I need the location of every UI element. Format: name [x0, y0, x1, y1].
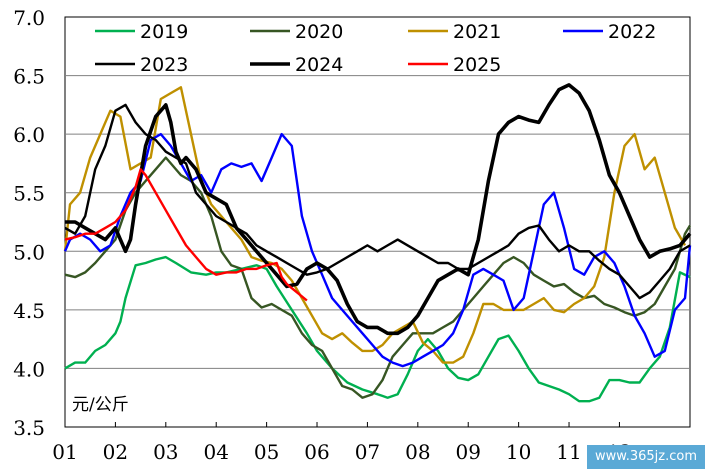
plot-area	[64, 16, 691, 428]
series-group	[63, 83, 692, 403]
watermark: www.365jz.com	[587, 445, 705, 469]
x-axis: 010203040506070809101112	[52, 422, 632, 464]
x-tick-label: 03	[153, 440, 178, 464]
y-tick-label: 6.5	[13, 65, 45, 89]
x-tick-label: 04	[203, 440, 228, 464]
y-tick-label: 5.5	[13, 182, 45, 206]
x-tick-label: 02	[103, 440, 128, 464]
y-tick-label: 4.0	[13, 357, 45, 381]
y-tick-label: 3.5	[13, 416, 45, 440]
unit-label: 元/公斤	[72, 395, 129, 415]
legend-label-2021: 2021	[453, 21, 501, 43]
x-tick-label: 01	[52, 440, 77, 464]
x-tick-label: 11	[556, 440, 581, 464]
x-tick-label: 10	[506, 440, 531, 464]
y-tick-label: 6.0	[13, 123, 45, 147]
series-line-2022	[63, 132, 692, 368]
series-line-2020	[64, 156, 692, 399]
legend-label-2022: 2022	[608, 21, 656, 43]
series-line-2025	[64, 168, 308, 302]
series-line-2021	[63, 86, 687, 364]
y-axis: 3.5 4.0 4.5 5.0 5.5 6.0 6.5 7.0	[13, 6, 45, 440]
legend-label-2025: 2025	[453, 54, 501, 76]
series-line-2024	[65, 83, 692, 336]
series-line-2023	[64, 103, 691, 300]
x-tick-label: 08	[405, 440, 430, 464]
series-line-2019	[64, 255, 691, 403]
y-tick-label: 4.5	[13, 299, 45, 323]
x-tick-label: 06	[304, 440, 329, 464]
y-tick-label: 7.0	[13, 6, 45, 30]
legend-label-2024: 2024	[295, 54, 343, 76]
legend: 2019 2020 2021 2022 2023 2024 2025	[95, 21, 656, 76]
legend-label-2019: 2019	[140, 21, 188, 43]
legend-label-2020: 2020	[295, 21, 343, 43]
y-tick-label: 5.0	[13, 240, 45, 264]
legend-label-2023: 2023	[140, 54, 188, 76]
x-tick-label: 09	[455, 440, 480, 464]
x-tick-label: 05	[254, 440, 279, 464]
x-tick-label: 07	[355, 440, 380, 464]
